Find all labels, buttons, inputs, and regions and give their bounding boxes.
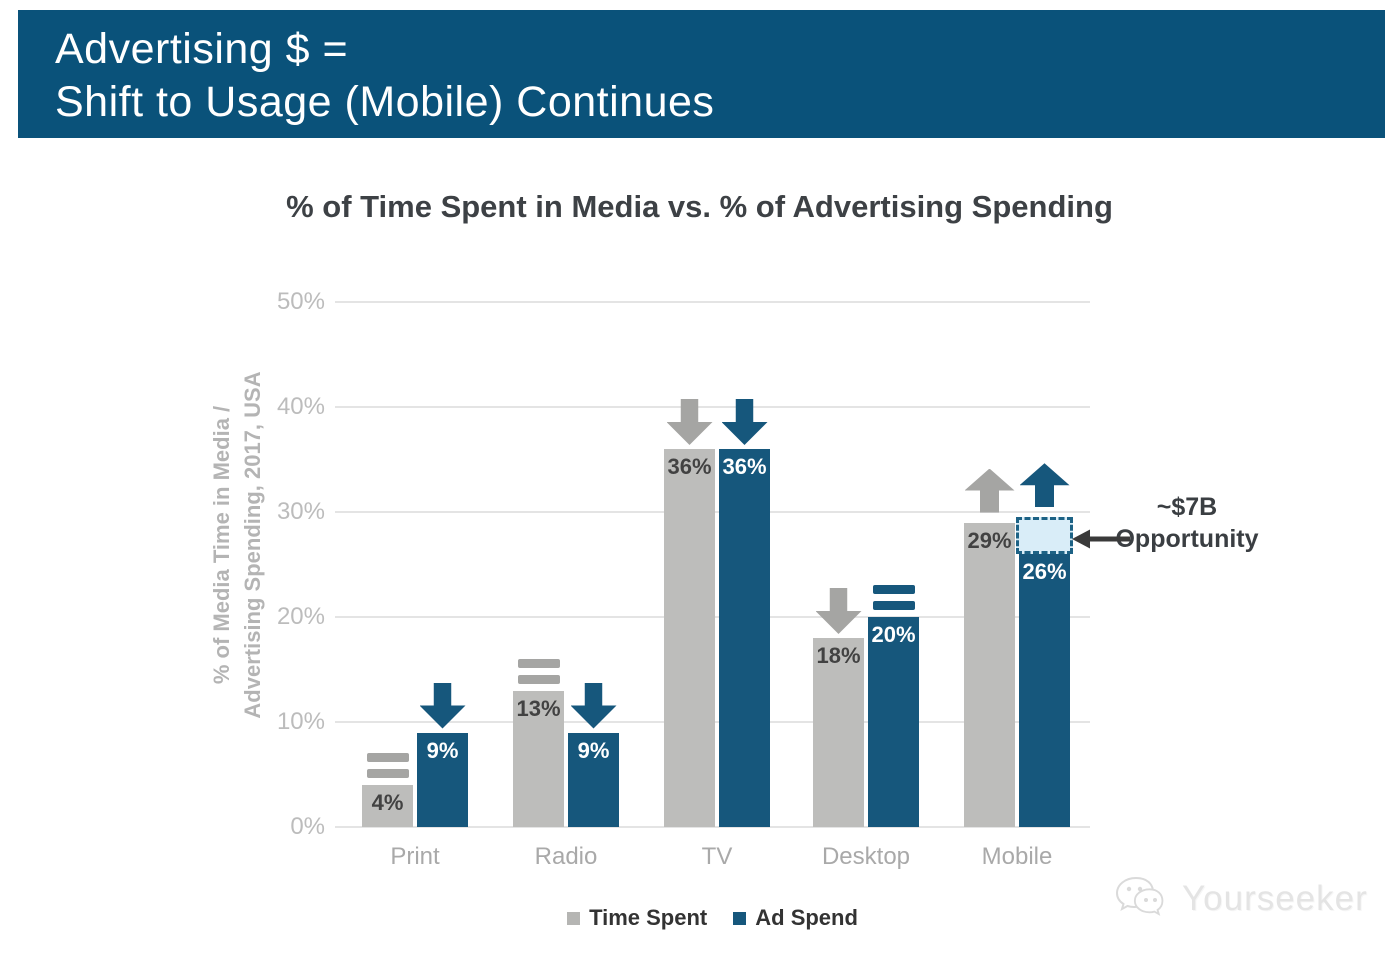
y-tick-label: 20% xyxy=(276,603,325,630)
bar-value-label-mobile-ad-spend: 26% xyxy=(1022,559,1067,584)
bar-value-label-tv-time-spent: 36% xyxy=(667,454,712,479)
bar-radio-ad-spend xyxy=(568,732,619,827)
y-tick-label: 0% xyxy=(290,813,325,840)
bar-print-time-spent xyxy=(362,785,413,827)
banner-title-line1: Advertising $ = xyxy=(55,25,349,73)
x-axis-label-mobile: Mobile xyxy=(981,843,1053,870)
gridline xyxy=(335,826,1090,828)
bar-mobile-ad-spend xyxy=(1019,554,1070,827)
watermark: Yourseeker xyxy=(1112,874,1368,924)
bar-value-label-mobile-time-spent: 29% xyxy=(967,527,1012,553)
opportunity-arrow-icon xyxy=(1072,529,1130,549)
legend-swatch-icon xyxy=(733,911,747,925)
opportunity-annotation: ~$7B Opportunity xyxy=(1112,491,1262,555)
wechat-logo-icon xyxy=(1115,876,1164,916)
legend-swatch-icon xyxy=(567,911,581,925)
bar-print-ad-spend xyxy=(417,732,468,827)
legend-label: Time Spent xyxy=(589,905,708,930)
trend-marker-up-arrow-icon xyxy=(1019,463,1070,508)
bar-radio-time-spent xyxy=(513,690,564,827)
bar-value-label-desktop-ad-spend: 20% xyxy=(871,622,916,647)
equal-bar xyxy=(872,601,915,610)
equal-bar xyxy=(366,769,409,778)
x-axis-label-radio: Radio xyxy=(534,843,598,870)
equal-bar xyxy=(366,753,409,762)
trend-marker-up-arrow-icon xyxy=(964,468,1015,513)
legend-label: Ad Spend xyxy=(755,905,858,930)
equal-bar xyxy=(517,674,560,684)
x-axis-label-tv: TV xyxy=(701,843,733,870)
bar-value-label-print-ad-spend: 9% xyxy=(426,737,459,763)
x-axis-label-desktop: Desktop xyxy=(821,843,911,870)
bar-value-label-print-time-spent: 4% xyxy=(371,790,404,815)
y-tick-label: 50% xyxy=(276,288,325,315)
legend: Time Spent Ad Spend xyxy=(335,905,1090,931)
gridline xyxy=(335,406,1090,408)
watermark-text: Yourseeker xyxy=(1182,879,1368,918)
chart-title: % of Time Spent in Media vs. % of Advert… xyxy=(286,189,1113,224)
bar-tv-ad-spend xyxy=(719,449,770,827)
trend-marker-equal-icon xyxy=(872,585,915,610)
header-banner: Advertising $ = Shift to Usage (Mobile) … xyxy=(18,10,1385,138)
bar-value-label-tv-ad-spend: 36% xyxy=(722,454,767,479)
opportunity-gap-box xyxy=(1016,517,1073,554)
bar-mobile-time-spent xyxy=(964,522,1015,827)
opportunity-annotation-line2: Opportunity xyxy=(1115,525,1259,553)
bar-value-label-radio-time-spent: 13% xyxy=(516,695,561,721)
bar-tv-time-spent xyxy=(664,449,715,827)
x-axis-label-print: Print xyxy=(390,843,440,870)
legend-item-ad-spend: Ad Spend xyxy=(733,905,858,931)
bar-value-label-desktop-time-spent: 18% xyxy=(816,643,861,668)
banner-title-line2: Shift to Usage (Mobile) Continues xyxy=(55,78,715,126)
y-tick-label: 30% xyxy=(276,498,325,525)
gridline xyxy=(335,301,1090,303)
opportunity-annotation-line1: ~$7B xyxy=(1156,493,1218,521)
trend-marker-equal-icon xyxy=(366,753,409,778)
trend-marker-down-arrow-icon xyxy=(815,588,862,634)
bar-desktop-time-spent xyxy=(813,638,864,827)
trend-marker-equal-icon xyxy=(517,658,560,684)
legend-item-time-spent: Time Spent xyxy=(567,905,707,931)
equal-bar xyxy=(872,585,915,594)
y-tick-label: 10% xyxy=(276,708,325,735)
bar-desktop-ad-spend xyxy=(868,617,919,827)
equal-bar xyxy=(517,658,560,668)
y-tick-label: 40% xyxy=(276,393,325,420)
bar-value-label-radio-ad-spend: 9% xyxy=(577,737,610,763)
